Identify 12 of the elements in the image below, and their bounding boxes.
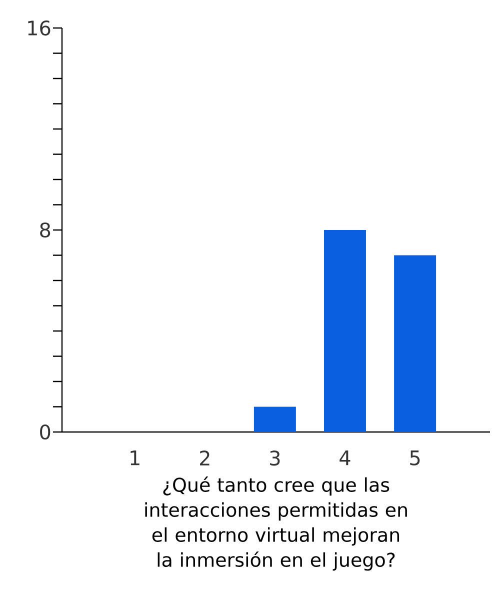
x-tick-label: 2 — [200, 450, 210, 466]
bar — [394, 255, 436, 432]
x-tick-label: 1 — [130, 450, 140, 466]
y-tick-label: 8 — [40, 222, 50, 238]
y-tick-label: 16 — [28, 20, 50, 36]
x-tick-label: 4 — [340, 450, 350, 466]
x-tick-label: 5 — [410, 450, 420, 466]
x-axis-title: ¿Qué tanto cree que las interacciones permitidas en el entorno virtual mejoran la inmersión en el juego? — [145, 476, 407, 571]
y-tick-label: 0 — [40, 424, 50, 440]
x-tick-label: 3 — [270, 450, 280, 466]
bar — [254, 406, 296, 432]
bar — [324, 230, 366, 432]
